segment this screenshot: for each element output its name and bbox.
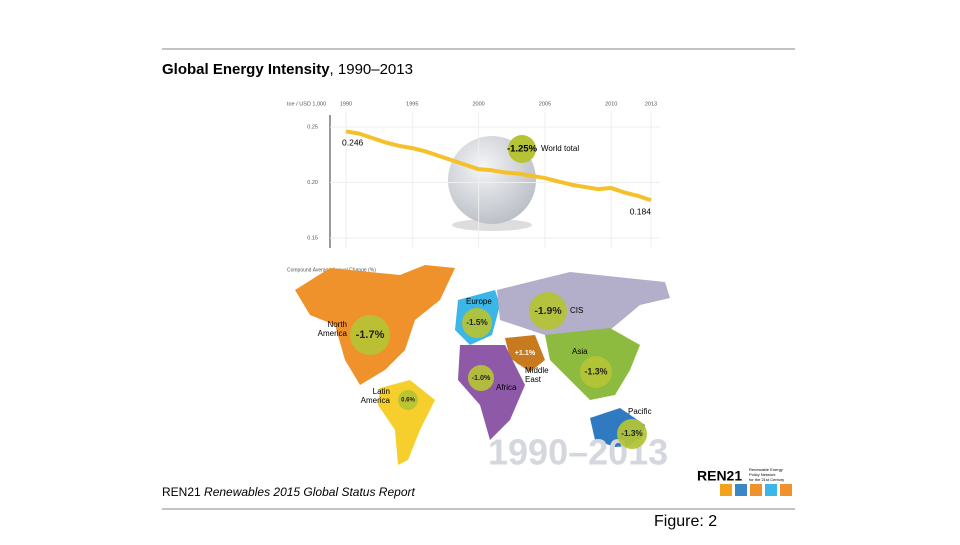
change-label: -1.7%	[356, 329, 385, 341]
plot: toe / USD 1,000 0.15 0.20 0.25 1990 1995 2000 2…	[287, 101, 660, 248]
x-tick-label: 2013	[645, 101, 657, 107]
change-bubble	[617, 419, 647, 449]
change-label: +1.1%	[515, 349, 536, 357]
change-bubble	[398, 390, 418, 410]
logo-tagline: Policy Network	[749, 472, 775, 477]
footer-org: REN21	[162, 485, 201, 499]
region-name: East	[525, 375, 542, 384]
data-label: 0.246	[342, 138, 364, 148]
change-label: -1.3%	[585, 366, 608, 376]
region-name: Africa	[496, 383, 517, 392]
logo-tagline: Renewable Energy	[749, 467, 783, 472]
world-change: -1.25%	[507, 144, 538, 155]
change-label: -1.5%	[466, 318, 488, 327]
data-label: 0.184	[630, 207, 652, 217]
world-label: World total	[541, 144, 579, 153]
region-name: Pacific	[628, 407, 652, 416]
region-name: America	[318, 329, 348, 338]
change-bubble	[462, 308, 492, 338]
change-bubble	[350, 315, 390, 355]
region-name: Asia	[572, 347, 588, 356]
change-label: -1.0%	[472, 374, 491, 382]
x-tick-label: 2010	[605, 101, 617, 107]
x-tick-label: 2005	[539, 101, 551, 107]
change-label: -1.9%	[534, 306, 561, 317]
change-bubble	[580, 356, 612, 388]
y-axis-label: toe / USD 1,000	[287, 101, 326, 107]
change-label: -1.3%	[621, 429, 643, 438]
x-tick-label: 1995	[406, 101, 418, 107]
region-name: CIS	[570, 306, 583, 315]
x-tick-label: 2000	[472, 101, 484, 107]
change-bubble	[468, 365, 494, 391]
change-bubble	[529, 292, 567, 330]
logo-tagline: for the 21st Century	[749, 477, 784, 482]
change-bubble	[512, 340, 538, 366]
title-rest: , 1990–2013	[330, 61, 413, 78]
footer: REN21 Renewables 2015 Global Status Repo…	[162, 485, 415, 499]
region-name: North	[327, 320, 347, 329]
slide-title: Global Energy Intensity, 1990–2013	[162, 61, 413, 78]
region-name: Latin	[373, 387, 390, 396]
region-shape	[497, 272, 670, 335]
region-name: Europe	[466, 297, 492, 306]
y-tick-label: 0.15	[307, 235, 318, 241]
y-tick-label: 0.20	[307, 180, 318, 186]
logo: REN21	[697, 468, 742, 484]
region-name: America	[361, 396, 391, 405]
x-tick-label: 1990	[340, 101, 352, 107]
region-name: Middle	[525, 366, 549, 375]
region-labels: -1.7%NorthAmerica0.6%LatinAmerica-1.5%Eu…	[318, 292, 652, 449]
world-bubble	[508, 135, 536, 163]
y-tick-label: 0.25	[307, 124, 318, 130]
caption: Figure: 2	[654, 513, 717, 530]
footer-report: Renewables 2015 Global Status Report	[204, 485, 415, 499]
region-shape	[378, 380, 435, 465]
change-label: 0.6%	[401, 398, 415, 404]
globe-shadow	[452, 219, 532, 231]
title-bold: Global Energy Intensity	[162, 61, 330, 78]
logo-icons	[720, 484, 792, 496]
line	[345, 129, 652, 203]
